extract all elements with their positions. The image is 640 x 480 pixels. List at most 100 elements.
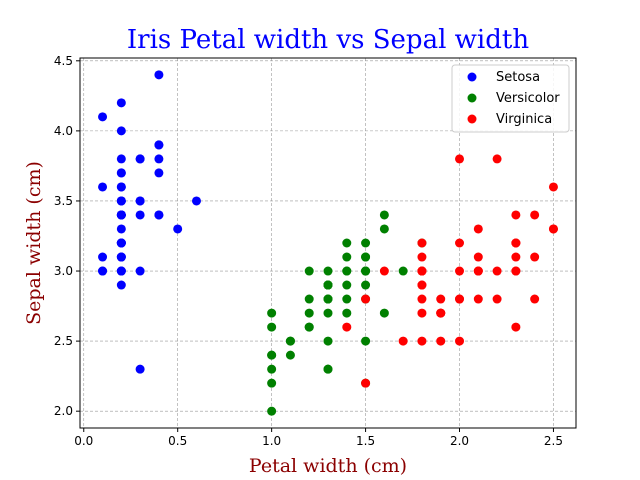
data-point-setosa: [116, 266, 126, 276]
data-point-versicolor: [342, 238, 352, 248]
y-tick-label: 3.5: [54, 194, 73, 208]
data-point-versicolor: [304, 308, 314, 318]
data-point-setosa: [116, 210, 126, 220]
data-point-versicolor: [285, 336, 295, 346]
data-point-versicolor: [267, 406, 277, 416]
data-point-virginica: [530, 252, 540, 262]
legend-marker-virginica: [467, 114, 477, 124]
data-point-virginica: [511, 252, 521, 262]
data-point-virginica: [492, 266, 502, 276]
data-point-virginica: [436, 294, 446, 304]
data-point-setosa: [98, 182, 108, 192]
data-point-versicolor: [379, 308, 389, 318]
plot-area-frame: [79, 57, 577, 429]
data-point-setosa: [154, 70, 164, 80]
x-tick-label: 2.5: [544, 434, 563, 448]
data-point-virginica: [511, 238, 521, 248]
data-point-versicolor: [304, 322, 314, 332]
data-point-setosa: [135, 364, 145, 374]
data-point-versicolor: [304, 294, 314, 304]
data-point-virginica: [455, 266, 465, 276]
data-point-versicolor: [342, 252, 352, 262]
data-point-virginica: [379, 266, 389, 276]
x-tick-label: 1.5: [356, 434, 375, 448]
x-tick-label: 2.0: [450, 434, 469, 448]
data-point-virginica: [473, 224, 483, 234]
data-point-setosa: [116, 280, 126, 290]
data-point-versicolor: [267, 350, 277, 360]
data-point-virginica: [436, 308, 446, 318]
legend-marker-versicolor: [467, 93, 477, 103]
legend: Setosa Versicolor Virginica: [451, 64, 570, 133]
legend-label-versicolor: Versicolor: [496, 91, 560, 106]
data-point-versicolor: [267, 378, 277, 388]
data-point-virginica: [398, 336, 408, 346]
y-tick-label: 3.0: [54, 264, 73, 278]
data-point-versicolor: [379, 210, 389, 220]
legend-marker-setosa: [467, 72, 477, 82]
legend-box: [451, 64, 570, 133]
data-point-versicolor: [267, 308, 277, 318]
data-point-setosa: [116, 238, 126, 248]
data-point-versicolor: [323, 364, 333, 374]
data-point-versicolor: [285, 350, 295, 360]
data-point-versicolor: [267, 364, 277, 374]
data-point-versicolor: [361, 336, 371, 346]
data-point-virginica: [417, 238, 427, 248]
data-point-virginica: [492, 154, 502, 164]
data-point-versicolor: [361, 252, 371, 262]
data-point-setosa: [116, 154, 126, 164]
x-tick-label: 0.0: [74, 434, 93, 448]
data-point-setosa: [154, 140, 164, 150]
axis-ticks: 0.0 0.5 1.0 1.5 2.0 2.5 2.0 2.5 3.0 3.5 4.0 4.5: [54, 54, 563, 448]
data-point-virginica: [455, 336, 465, 346]
data-point-setosa: [116, 252, 126, 262]
data-point-setosa: [154, 154, 164, 164]
data-point-setosa: [135, 154, 145, 164]
data-point-virginica: [473, 252, 483, 262]
data-point-setosa: [116, 224, 126, 234]
data-point-virginica: [436, 336, 446, 346]
data-point-versicolor: [342, 294, 352, 304]
data-points: [98, 70, 558, 416]
data-point-versicolor: [361, 266, 371, 276]
data-point-virginica: [511, 210, 521, 220]
data-point-setosa: [98, 266, 108, 276]
data-point-setosa: [135, 196, 145, 206]
data-point-virginica: [511, 266, 521, 276]
x-axis-label: Petal width (cm): [249, 455, 407, 477]
y-tick-label: 4.0: [54, 124, 73, 138]
data-point-setosa: [116, 196, 126, 206]
data-point-setosa: [116, 98, 126, 108]
data-point-versicolor: [323, 294, 333, 304]
y-tick-label: 4.5: [54, 54, 73, 68]
legend-label-setosa: Setosa: [496, 70, 540, 85]
legend-label-virginica: Virginica: [496, 112, 552, 127]
data-point-setosa: [191, 196, 201, 206]
data-point-virginica: [530, 210, 540, 220]
x-tick-label: 0.5: [168, 434, 187, 448]
data-point-virginica: [361, 378, 371, 388]
data-point-setosa: [154, 168, 164, 178]
data-point-virginica: [417, 294, 427, 304]
data-point-versicolor: [379, 224, 389, 234]
data-point-versicolor: [342, 308, 352, 318]
data-point-setosa: [135, 266, 145, 276]
data-point-setosa: [135, 210, 145, 220]
data-point-virginica: [530, 294, 540, 304]
data-point-versicolor: [323, 308, 333, 318]
data-point-versicolor: [304, 266, 314, 276]
data-point-virginica: [417, 336, 427, 346]
data-point-virginica: [473, 266, 483, 276]
data-point-virginica: [417, 266, 427, 276]
data-point-virginica: [511, 322, 521, 332]
data-point-virginica: [455, 154, 465, 164]
data-point-setosa: [98, 252, 108, 262]
data-point-versicolor: [323, 280, 333, 290]
data-point-setosa: [116, 182, 126, 192]
data-point-virginica: [492, 294, 502, 304]
data-point-virginica: [417, 280, 427, 290]
data-point-virginica: [342, 322, 352, 332]
data-point-setosa: [98, 112, 108, 122]
